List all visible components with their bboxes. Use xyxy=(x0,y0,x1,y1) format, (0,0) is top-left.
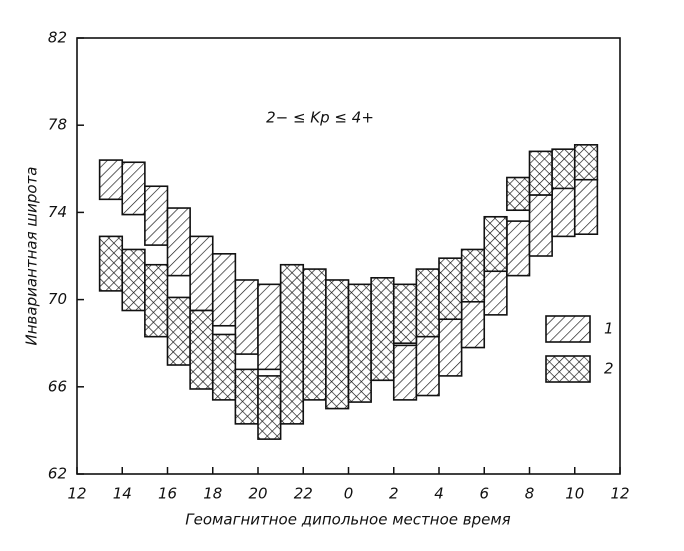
band-step xyxy=(325,279,350,410)
band-step xyxy=(460,248,486,303)
band-step xyxy=(189,235,214,312)
x-tick-label: 12 xyxy=(610,485,629,503)
x-tick-label: 4 xyxy=(434,485,444,503)
band-step xyxy=(98,235,124,292)
x-tick-label: 6 xyxy=(479,485,489,503)
y-tick-label: 62 xyxy=(48,465,67,483)
x-tick-label: 22 xyxy=(294,485,313,503)
band-step xyxy=(573,144,599,181)
x-tick-label: 14 xyxy=(113,485,132,503)
band-step xyxy=(392,283,418,344)
band-step xyxy=(573,178,599,235)
x-tick-label: 20 xyxy=(248,485,267,503)
legend-label: 1 xyxy=(604,320,614,338)
band-step xyxy=(528,150,553,196)
y-axis-label: Инвариантная широта xyxy=(23,167,41,346)
band-step xyxy=(279,263,305,425)
y-tick-label: 78 xyxy=(48,116,67,134)
band-step xyxy=(98,159,124,201)
band-step xyxy=(551,148,576,190)
band-step xyxy=(528,194,553,257)
legend-swatch xyxy=(545,355,591,383)
x-tick-label: 2 xyxy=(389,485,399,503)
band-step xyxy=(144,185,169,246)
band-step xyxy=(121,161,146,216)
band-step xyxy=(302,268,327,401)
y-tick-label: 74 xyxy=(48,203,67,221)
band-step xyxy=(257,375,282,440)
x-tick-label: 12 xyxy=(67,485,86,503)
band-step xyxy=(506,176,531,212)
band-step xyxy=(415,268,440,338)
band-step xyxy=(121,248,146,312)
x-tick-label: 10 xyxy=(565,485,584,503)
x-tick-label: 8 xyxy=(525,485,535,503)
band-step xyxy=(551,185,576,238)
band-step xyxy=(347,283,372,403)
band-step xyxy=(234,368,259,425)
band-step xyxy=(189,309,214,390)
band-step xyxy=(166,207,191,277)
band-step xyxy=(506,220,531,277)
band-step xyxy=(211,253,237,327)
y-tick-label: 82 xyxy=(48,29,67,47)
band-step xyxy=(211,333,237,401)
band-step xyxy=(166,296,191,366)
band-step xyxy=(483,215,508,273)
band-step xyxy=(234,279,259,355)
band-step xyxy=(370,276,395,382)
band-step xyxy=(257,283,282,371)
legend-label: 2 xyxy=(604,360,614,378)
band-step xyxy=(392,344,418,401)
legend-swatch xyxy=(545,315,591,343)
x-tick-label: 0 xyxy=(344,485,354,503)
x-axis-label: Геомагнитное дипольное местное время xyxy=(185,511,510,529)
y-tick-label: 70 xyxy=(48,290,67,308)
x-tick-label: 18 xyxy=(203,485,222,503)
band-step xyxy=(144,263,169,338)
x-tick-label: 16 xyxy=(158,485,177,503)
band-step xyxy=(438,257,463,321)
annotation: 2− ≤ Kp ≤ 4+ xyxy=(266,109,374,127)
y-tick-label: 66 xyxy=(48,377,67,395)
